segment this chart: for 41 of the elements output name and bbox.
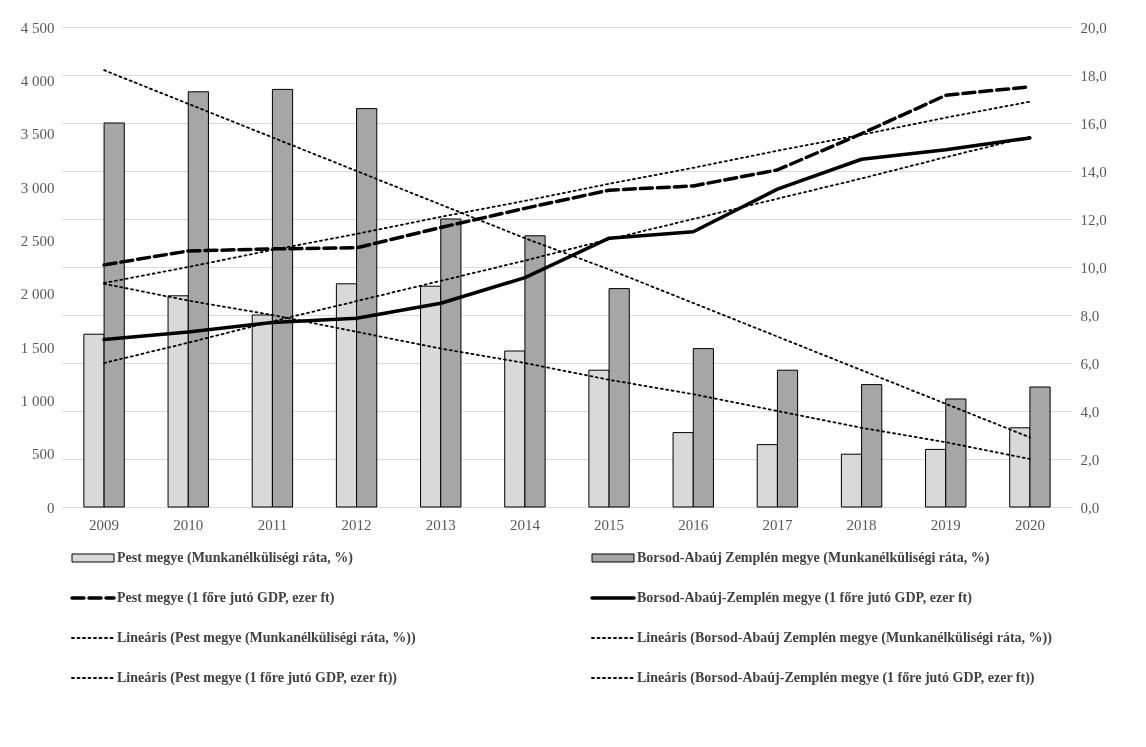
y2-tick-label: 0,0 (1080, 499, 1100, 516)
y-tick-label: 3 500 (20, 126, 55, 143)
y-tick-label: 2 000 (20, 286, 55, 303)
y2-tick-label: 18,0 (1080, 67, 1107, 84)
legend-label: Pest megye (Munkanélküliségi ráta, %) (117, 550, 354, 566)
y2-tick-label: 14,0 (1080, 163, 1107, 180)
legend-label: Borsod-Abaúj Zemplén megye (Munkanélküliségi ráta, %) (637, 550, 990, 566)
legend-label: Lineáris (Pest megye (1 főre jutó GDP, ezer ft)) (117, 670, 398, 686)
y2-tick-label: 4,0 (1080, 403, 1100, 420)
legend-label: Lineáris (Borsod-Abaúj-Zemplén megye (1 főre jutó GDP, ezer ft)) (637, 670, 1035, 686)
y-tick-label: 1 000 (20, 392, 55, 409)
y2-tick-label: 20,0 (1080, 19, 1107, 36)
y2-tick-label: 2,0 (1080, 451, 1100, 468)
y-tick-label: 1 500 (20, 339, 55, 356)
x-tick-label: 2015 (594, 516, 625, 533)
y-tick-label: 3 000 (20, 179, 55, 196)
x-tick-label: 2009 (89, 516, 120, 533)
x-tick-label: 2013 (425, 516, 456, 533)
y-tick-label: 4 500 (20, 19, 55, 36)
legend-label: Borsod-Abaúj-Zemplén megye (1 főre jutó GDP, ezer ft) (637, 590, 973, 606)
y-tick-label: 2 500 (20, 232, 55, 249)
x-tick-label: 2019 (930, 516, 961, 533)
x-tick-label: 2017 (762, 516, 793, 533)
x-tick-label: 2011 (257, 516, 288, 533)
y-tick-label: 4 000 (20, 72, 55, 89)
y2-tick-label: 10,0 (1080, 259, 1107, 276)
legend-label: Lineáris (Borsod-Abaúj Zemplén megye (Munkanélküliségi ráta, %)) (637, 630, 1053, 646)
x-tick-label: 2014 (509, 516, 541, 533)
x-tick-label: 2012 (341, 516, 372, 533)
y-tick-label: 500 (32, 446, 55, 463)
legend-label: Pest megye (1 főre jutó GDP, ezer ft) (117, 590, 335, 606)
y-tick-label: 0 (47, 499, 55, 516)
x-tick-label: 2010 (173, 516, 204, 533)
x-tick-label: 2016 (678, 516, 709, 533)
y2-tick-label: 8,0 (1080, 307, 1100, 324)
x-tick-label: 2018 (846, 516, 877, 533)
y2-tick-label: 6,0 (1080, 355, 1100, 372)
legend-label: Lineáris (Pest megye (Munkanélküliségi ráta, %)) (117, 630, 416, 646)
x-tick-label: 2020 (1014, 516, 1045, 533)
y2-tick-label: 12,0 (1080, 211, 1107, 228)
y2-tick-label: 16,0 (1080, 115, 1107, 132)
